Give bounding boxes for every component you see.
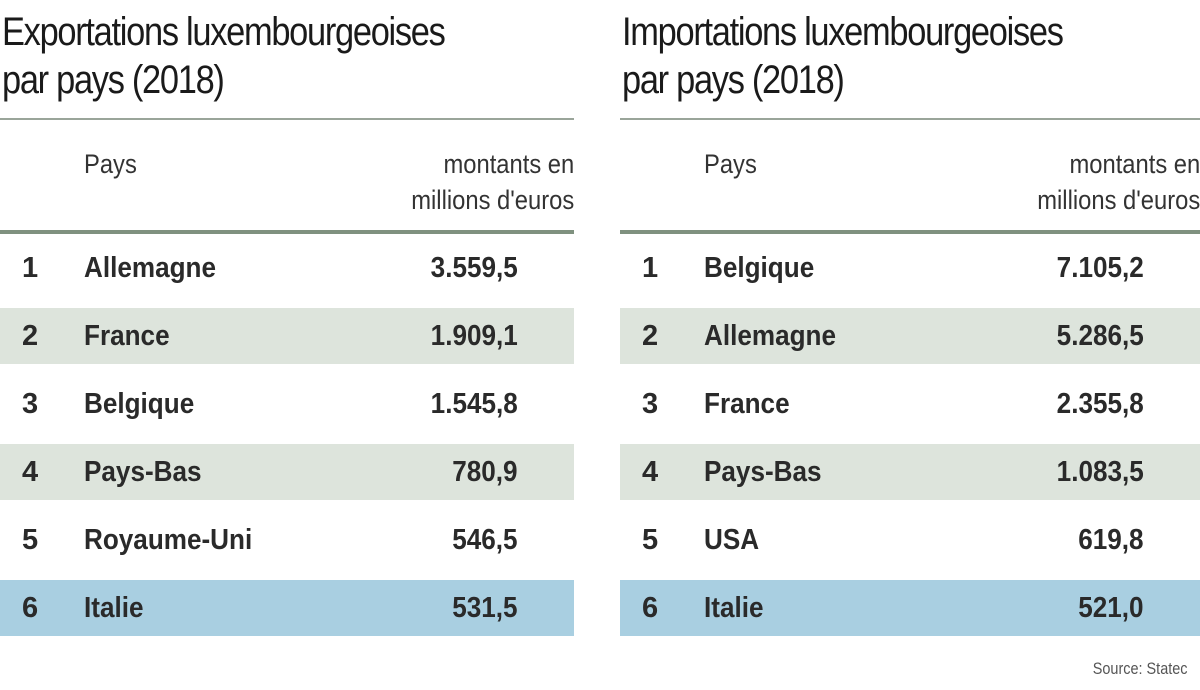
- row-value: 546,5: [452, 524, 518, 556]
- row-value: 3.559,5: [430, 252, 518, 284]
- row-value: 619,8: [1078, 524, 1144, 556]
- row-value: 1.909,1: [430, 320, 518, 352]
- row-value: 780,9: [452, 456, 518, 488]
- exports-amount-header-line-2: millions d'euros: [410, 185, 574, 215]
- exports-table-title: Exportations luxembourgeoises par pays (…: [2, 8, 446, 104]
- table-row: 5 USA 619,8: [620, 512, 1200, 568]
- exports-title-line-2: par pays (2018): [2, 58, 225, 102]
- exports-table-body: 1 Allemagne 3.559,5 2 France 1.909,1 3 Belgique…: [0, 240, 574, 648]
- row-country: Allemagne: [704, 320, 837, 352]
- imports-column-header-country: Pays: [704, 149, 757, 179]
- table-row: 4 Pays-Bas 1.083,5: [620, 444, 1200, 500]
- table-row: 2 Allemagne 5.286,5: [620, 308, 1200, 364]
- row-country: Pays-Bas: [704, 456, 822, 488]
- row-rank: 1: [22, 252, 39, 284]
- row-value: 5.286,5: [1056, 320, 1144, 352]
- exports-column-header-country: Pays: [84, 149, 137, 179]
- row-country: Pays-Bas: [84, 456, 202, 488]
- imports-amount-header-line-2: millions d'euros: [1036, 185, 1200, 215]
- row-value: 1.083,5: [1056, 456, 1144, 488]
- row-rank: 3: [22, 388, 39, 420]
- row-rank: 4: [642, 456, 659, 488]
- exports-column-header-amount: montants en millions d'euros: [411, 146, 574, 218]
- table-row: 4 Pays-Bas 780,9: [0, 444, 574, 500]
- exports-table-panel: Exportations luxembourgeoises par pays (…: [0, 0, 574, 690]
- source-note: Source: Statec: [1093, 659, 1188, 678]
- row-rank: 2: [642, 320, 659, 352]
- table-row: 1 Belgique 7.105,2: [620, 240, 1200, 296]
- row-value: 521,0: [1078, 592, 1144, 624]
- row-rank: 2: [22, 320, 39, 352]
- imports-column-header-amount: montants en millions d'euros: [1037, 146, 1200, 218]
- row-value: 1.545,8: [430, 388, 518, 420]
- row-country: Belgique: [84, 388, 195, 420]
- row-value: 531,5: [452, 592, 518, 624]
- row-country: USA: [704, 524, 760, 556]
- imports-title-line-1: Importations luxembourgeoises: [622, 10, 1064, 54]
- row-country: Italie: [84, 592, 144, 624]
- table-row: 2 France 1.909,1: [0, 308, 574, 364]
- row-rank: 1: [642, 252, 659, 284]
- row-rank: 6: [642, 592, 659, 624]
- exports-title-divider: [0, 118, 574, 120]
- row-country: Belgique: [704, 252, 815, 284]
- imports-header-divider: [620, 230, 1200, 234]
- exports-title-line-1: Exportations luxembourgeoises: [2, 10, 446, 54]
- table-row: 6 Italie 531,5: [0, 580, 574, 636]
- row-rank: 6: [22, 592, 39, 624]
- imports-amount-header-line-1: montants en: [1069, 149, 1200, 179]
- imports-title-divider: [620, 118, 1200, 120]
- row-country: Italie: [704, 592, 764, 624]
- row-country: Allemagne: [84, 252, 217, 284]
- row-value: 2.355,8: [1056, 388, 1144, 420]
- row-country: France: [704, 388, 790, 420]
- exports-header-divider: [0, 230, 574, 234]
- row-rank: 3: [642, 388, 659, 420]
- row-country: Royaume-Uni: [84, 524, 253, 556]
- row-rank: 5: [642, 524, 659, 556]
- row-country: France: [84, 320, 170, 352]
- table-row: 3 Belgique 1.545,8: [0, 376, 574, 432]
- table-row: 3 France 2.355,8: [620, 376, 1200, 432]
- row-value: 7.105,2: [1056, 252, 1144, 284]
- table-row: 6 Italie 521,0: [620, 580, 1200, 636]
- table-row: 5 Royaume-Uni 546,5: [0, 512, 574, 568]
- imports-table-panel: Importations luxembourgeoises par pays (…: [620, 0, 1200, 690]
- imports-table-body: 1 Belgique 7.105,2 2 Allemagne 5.286,5 3 France…: [620, 240, 1200, 648]
- table-row: 1 Allemagne 3.559,5: [0, 240, 574, 296]
- exports-amount-header-line-1: montants en: [443, 149, 574, 179]
- row-rank: 4: [22, 456, 39, 488]
- row-rank: 5: [22, 524, 39, 556]
- imports-title-line-2: par pays (2018): [622, 58, 845, 102]
- imports-table-title: Importations luxembourgeoises par pays (…: [622, 8, 1064, 104]
